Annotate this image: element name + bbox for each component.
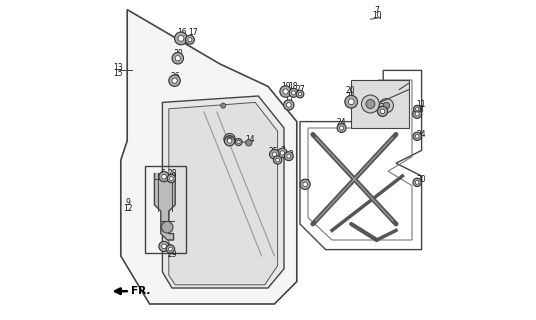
Text: 15: 15 [113,69,122,78]
Circle shape [361,95,379,113]
Text: 17: 17 [188,28,198,36]
Polygon shape [169,102,278,285]
Text: 30: 30 [174,49,183,58]
Circle shape [413,132,421,140]
Circle shape [383,102,390,109]
Circle shape [185,35,195,44]
Text: 20: 20 [416,175,426,184]
Circle shape [278,148,287,158]
Text: 28: 28 [167,169,177,178]
Text: 19: 19 [281,82,291,91]
Text: 14: 14 [245,135,255,144]
Text: 24: 24 [416,130,426,139]
Text: 23: 23 [379,103,389,112]
Text: 21: 21 [302,179,311,188]
Circle shape [245,140,252,146]
Circle shape [337,124,346,132]
Circle shape [237,140,240,144]
Circle shape [169,177,173,180]
Text: 4: 4 [273,154,278,163]
Circle shape [415,107,419,110]
Circle shape [296,90,304,98]
Circle shape [227,139,232,143]
Circle shape [175,32,188,45]
Circle shape [235,139,242,146]
Text: 5: 5 [166,244,170,252]
Circle shape [175,56,180,61]
Text: 29: 29 [167,250,177,259]
Polygon shape [154,173,175,240]
Circle shape [414,105,421,112]
Circle shape [348,99,354,105]
Circle shape [287,154,291,158]
Text: 3: 3 [280,146,285,155]
Circle shape [303,182,308,187]
Circle shape [273,156,282,164]
Text: 25: 25 [269,147,279,156]
Circle shape [221,103,226,108]
Text: 20: 20 [346,86,355,95]
Text: 7: 7 [374,6,379,15]
Circle shape [225,136,235,146]
Text: FR.: FR. [131,286,151,296]
Text: 26: 26 [170,72,180,81]
Circle shape [340,126,344,130]
Circle shape [162,174,166,179]
Circle shape [167,174,175,183]
Text: 10: 10 [372,11,382,20]
Circle shape [227,137,232,142]
Circle shape [300,179,310,189]
Circle shape [272,152,277,156]
Text: 6: 6 [161,169,166,178]
Text: 2: 2 [289,150,293,159]
Polygon shape [121,10,297,304]
Polygon shape [162,96,284,288]
Text: 22: 22 [346,92,355,101]
Circle shape [168,247,172,251]
Circle shape [270,149,279,159]
Circle shape [298,92,302,96]
Text: 11: 11 [416,100,426,108]
Circle shape [159,241,169,252]
Polygon shape [351,80,409,128]
Text: 8: 8 [419,105,423,114]
Circle shape [172,52,183,64]
Circle shape [413,109,422,118]
Circle shape [159,172,169,182]
Text: 9: 9 [125,198,130,207]
Circle shape [276,158,279,162]
Circle shape [413,178,421,187]
Circle shape [289,88,298,97]
Circle shape [172,78,177,83]
Circle shape [284,100,294,110]
Circle shape [280,86,292,97]
Circle shape [292,91,296,95]
Circle shape [377,106,388,116]
Circle shape [287,103,291,107]
Circle shape [169,75,180,86]
Circle shape [280,151,285,155]
Text: 13: 13 [113,63,122,72]
Circle shape [188,38,192,42]
Text: 24: 24 [337,118,346,127]
Text: 18: 18 [288,82,297,91]
Circle shape [166,245,175,253]
Circle shape [161,221,173,233]
Circle shape [366,100,375,108]
Circle shape [178,36,184,41]
Circle shape [284,152,293,161]
Text: 27: 27 [295,85,305,94]
Circle shape [415,134,419,138]
Circle shape [224,133,235,145]
Circle shape [162,244,166,249]
Text: 17: 17 [284,95,294,104]
Circle shape [283,89,288,94]
Circle shape [415,180,419,184]
Circle shape [380,109,385,114]
Circle shape [415,112,419,116]
Circle shape [345,95,358,108]
Text: 12: 12 [123,204,132,212]
Text: 16: 16 [177,28,187,37]
Circle shape [379,99,393,113]
